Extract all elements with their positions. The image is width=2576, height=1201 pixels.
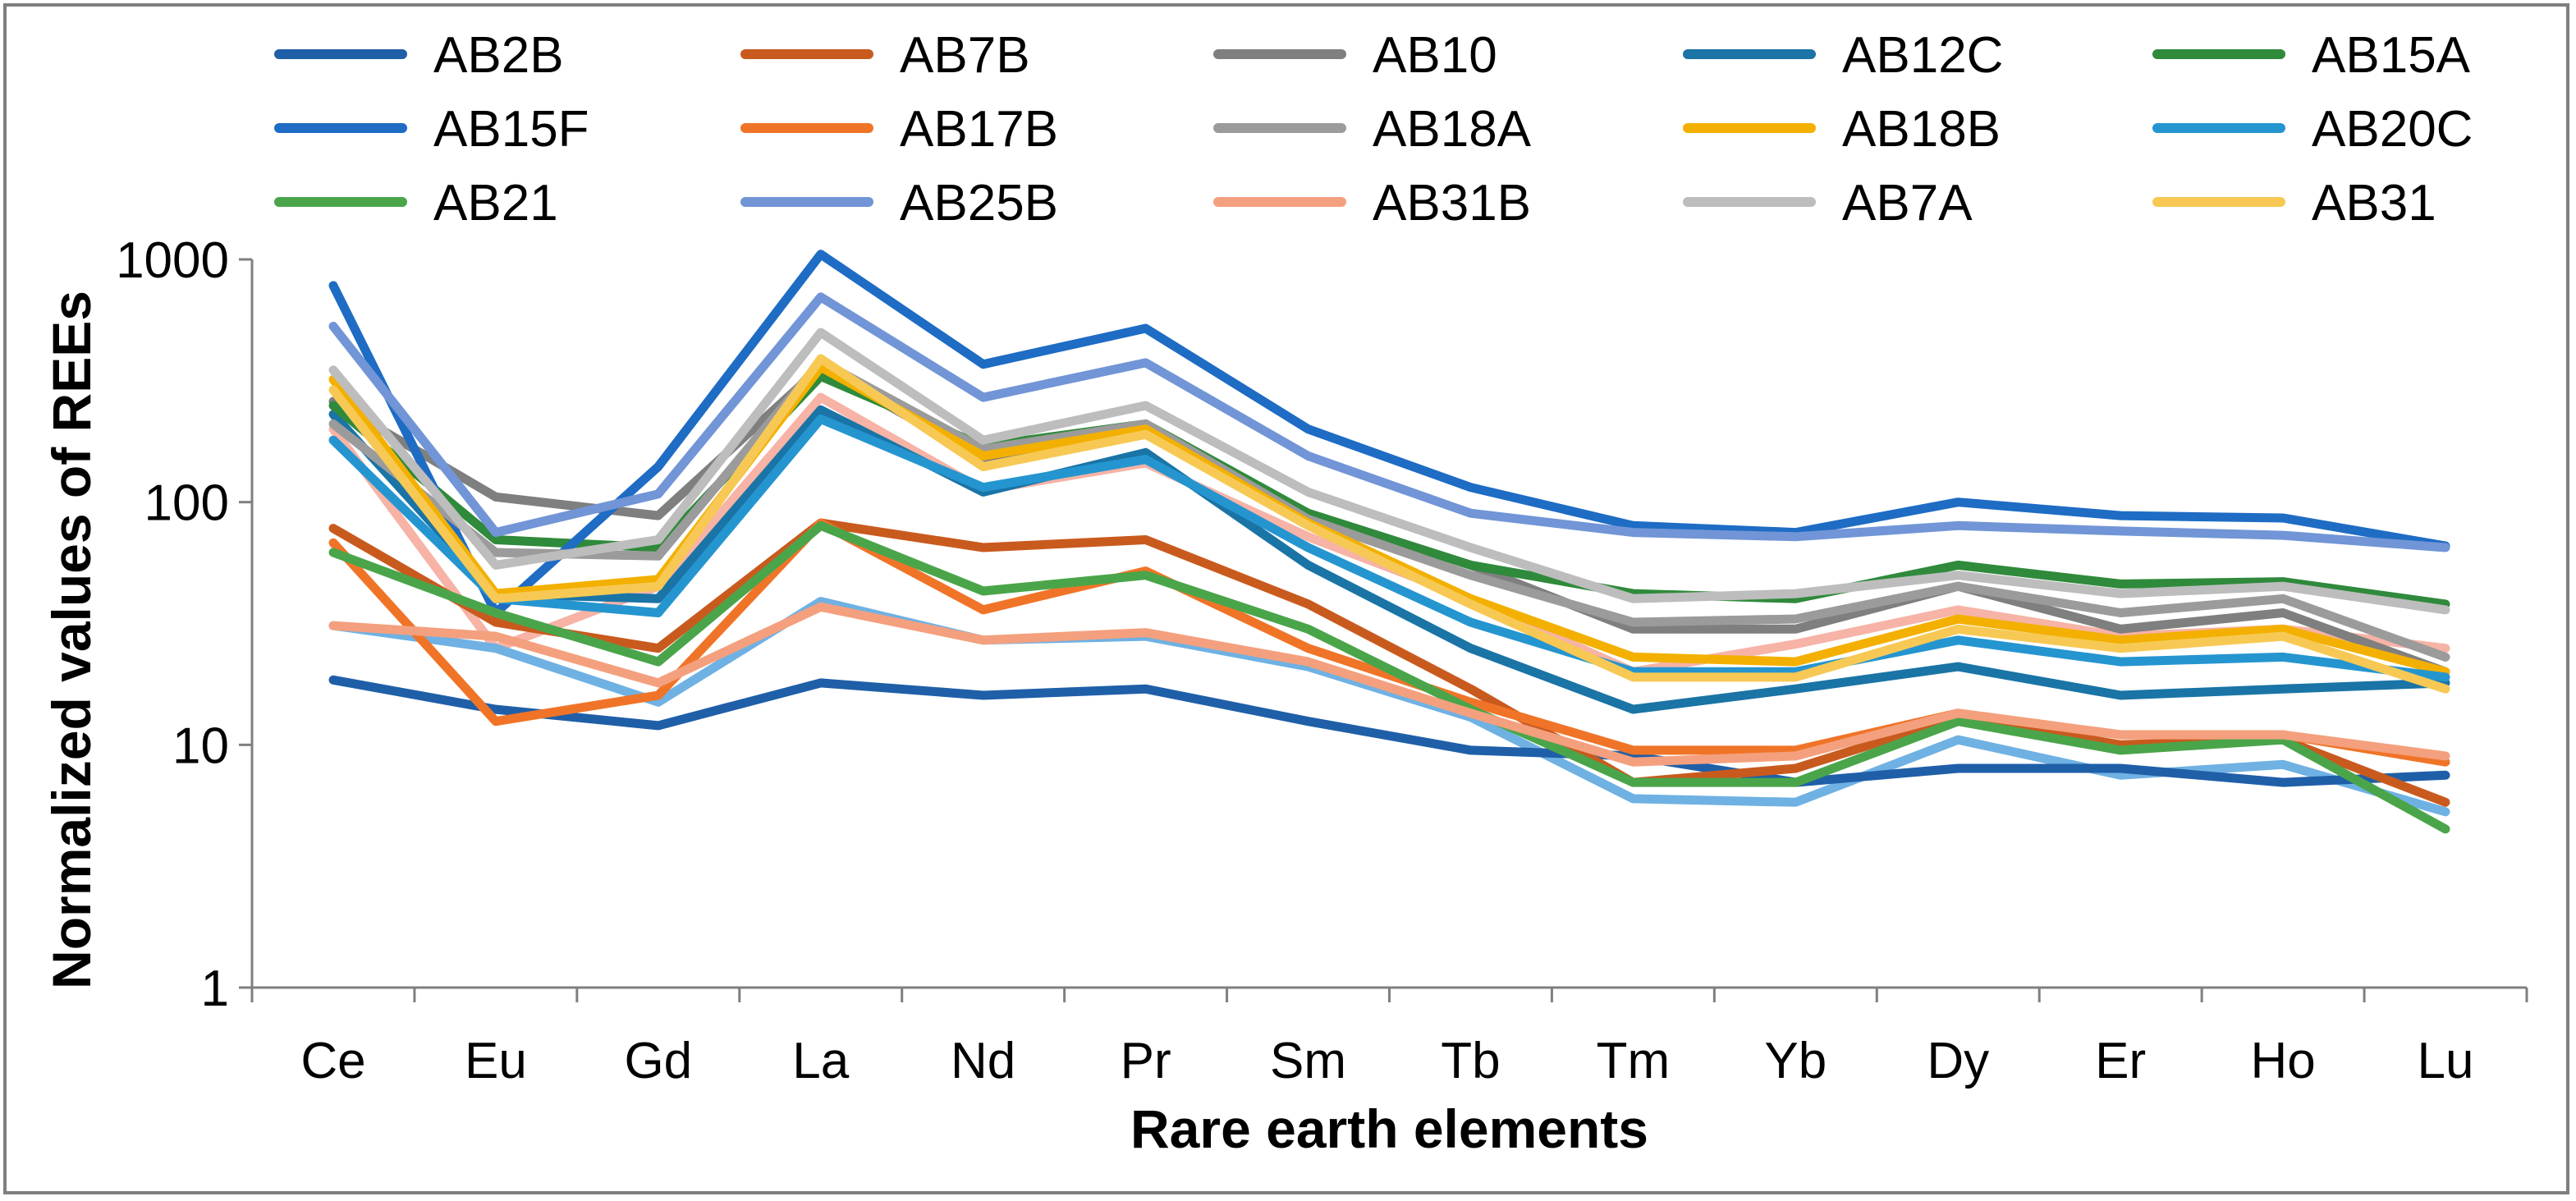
legend-label: AB10 [1373, 27, 1497, 84]
legend-label: AB21 [433, 175, 558, 231]
legend-item-ab21: AB21 [274, 175, 558, 231]
x-tick-label: Yb [1764, 1033, 1827, 1089]
series-line-ab18a [328, 356, 2450, 662]
series-line-ab7a [328, 328, 2450, 615]
y-tick-label: 1 [201, 960, 229, 1017]
legend-item-ab15f: AB15F [274, 101, 589, 158]
y-ticks: 1 10 100 1000 [116, 232, 252, 1017]
x-tick-label: Er [2095, 1033, 2146, 1089]
series-line-ab25b [328, 292, 2450, 552]
x-tick-label: La [792, 1033, 849, 1089]
legend-label: AB25B [900, 175, 1058, 231]
legend-label: AB15A [2312, 27, 2471, 84]
y-tick-label: 100 [144, 475, 229, 532]
legend: AB2B AB7B AB10 AB12C AB15A AB15F AB17B AB18A AB1… [274, 27, 2473, 231]
series-line-ab31 [328, 354, 2450, 694]
x-tick-label: Lu [2418, 1033, 2474, 1089]
x-tick-label: Ce [300, 1033, 365, 1089]
legend-item-ab17b: AB17B [740, 101, 1058, 158]
x-tick-label: Gd [624, 1033, 692, 1089]
x-tick-label: Ho [2250, 1033, 2315, 1089]
x-tick-label: Eu [465, 1033, 527, 1089]
series-line-ab21 [328, 520, 2450, 834]
series-lines [328, 250, 2450, 834]
y-tick-label: 10 [172, 717, 229, 774]
series-line-ab15f [328, 250, 2450, 617]
legend-item-ab25b: AB25B [740, 175, 1058, 231]
y-tick-label: 1000 [116, 232, 229, 289]
x-tick-label: Pr [1121, 1033, 1171, 1089]
legend-item-ab18a: AB18A [1213, 101, 1532, 158]
legend-label: AB7B [900, 27, 1030, 84]
y-axis-title: Normalized values of REEs [41, 291, 102, 989]
x-axis-title: Rare earth elements [1130, 1098, 1648, 1159]
legend-label: AB7A [1842, 175, 1973, 231]
x-tick-label: Nd [951, 1033, 1015, 1089]
legend-item-ab31: AB31 [2152, 175, 2436, 231]
legend-item-ab10: AB10 [1213, 27, 1497, 84]
legend-label: AB18A [1373, 101, 1532, 158]
legend-item-ab20c: AB20C [2152, 101, 2473, 158]
legend-item-ab31b: AB31B [1213, 175, 1531, 231]
series-line-ab12c [328, 405, 2450, 714]
series-line-ab7b [328, 518, 2450, 807]
x-tick-label: Tm [1597, 1033, 1671, 1089]
legend-item-ab7b: AB7B [740, 27, 1030, 84]
legend-item-ab2b: AB2B [274, 27, 564, 84]
legend-item-ab15a: AB15A [2152, 27, 2471, 84]
legend-label: AB31B [1373, 175, 1531, 231]
x-tick-label: Tb [1441, 1033, 1500, 1089]
legend-item-ab18b: AB18B [1683, 101, 2001, 158]
series-line-ab20c [328, 414, 2450, 682]
legend-label: AB31 [2312, 175, 2436, 231]
x-ticks: Ce Eu Gd La Nd Pr Sm Tb Tm Yb Dy Er Ho Lu [250, 988, 2528, 1089]
series-line-ab31b [328, 602, 2450, 767]
legend-label: AB20C [2312, 101, 2473, 158]
legend-label: AB18B [1842, 101, 2001, 158]
x-tick-label: Dy [1927, 1033, 1989, 1089]
legend-label: AB2B [433, 27, 564, 84]
legend-item-ab12c: AB12C [1683, 27, 2003, 84]
legend-item-ab7a: AB7A [1683, 175, 1973, 231]
chart-frame [3, 3, 2569, 1194]
series-line-ab2b [328, 675, 2450, 787]
legend-label: AB15F [433, 101, 589, 158]
x-tick-label: Sm [1270, 1033, 1346, 1089]
legend-label: AB12C [1842, 27, 2003, 84]
legend-label: AB17B [900, 101, 1058, 158]
